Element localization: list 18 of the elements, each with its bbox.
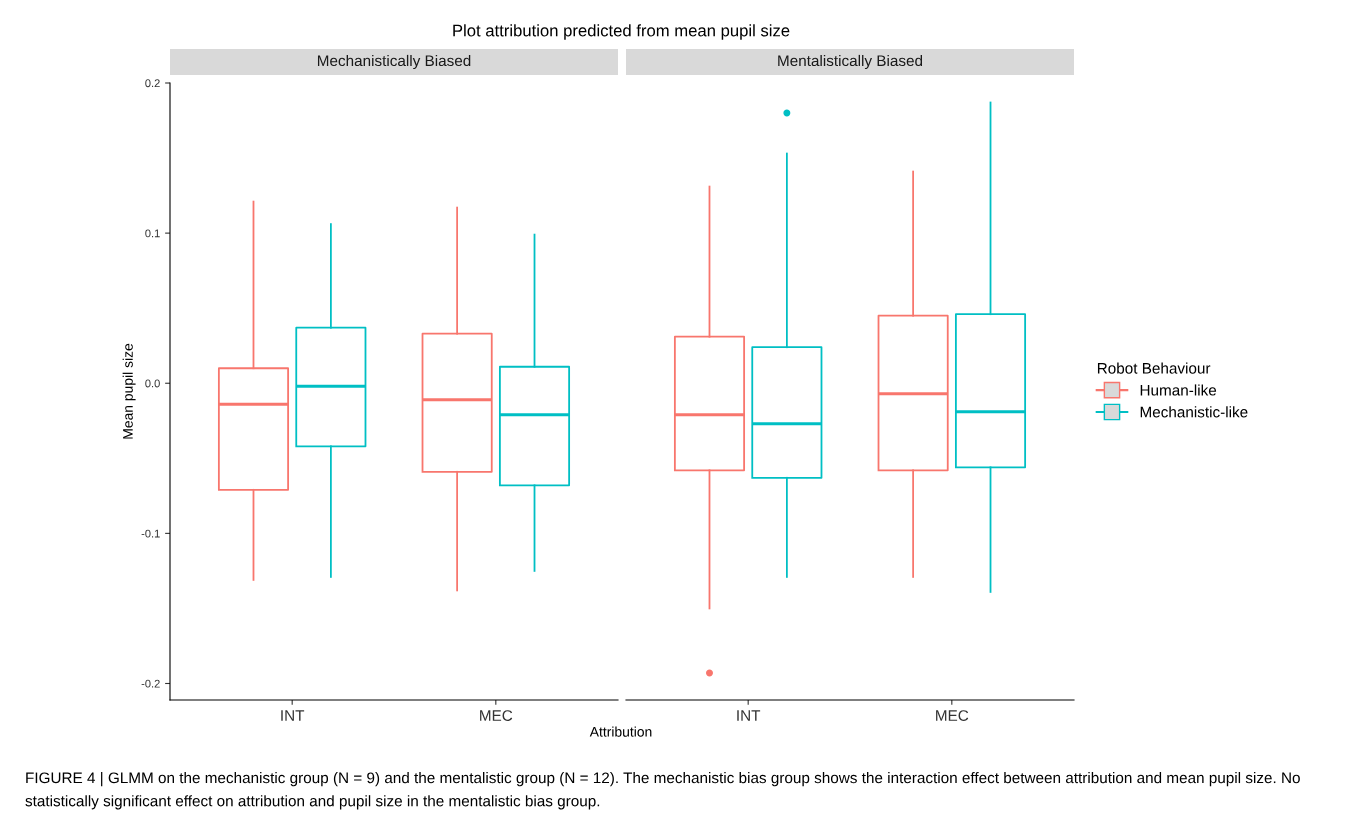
x-tick-label: INT: [281, 710, 305, 721]
y-tick-label: -0.1: [141, 529, 160, 538]
caption: FIGURE 4 | GLMM on the mechanistic group (N = 9) and the mentalistic group (N = 12). The mechanistic bias group shows the interaction effect between attribution and mean pupil size. No statistically significant effect on attribution and pupil size in the mentalistic bias group.: [25, 772, 1300, 810]
y-tick-label: 0.0: [145, 379, 160, 388]
y-tick-label: 0.1: [145, 229, 160, 238]
legend-label: Mechanistic-like: [1140, 406, 1248, 418]
x-tick-label: INT: [737, 710, 761, 721]
x-tick-label: MEC: [480, 710, 513, 721]
x-axis-title: Attribution: [589, 726, 652, 737]
chart-subtitle: Mechanistically Biased: [317, 54, 471, 70]
legend-label: Human-like: [1140, 384, 1217, 396]
chart-title: Plot attribution predicted from mean pupil size: [453, 24, 790, 40]
y-axis-title: Mean pupil size: [122, 343, 136, 439]
y-tick-label: -0.2: [141, 679, 160, 688]
chart-subtitle: Mentalistically Biased: [778, 54, 923, 70]
x-tick-label: MEC: [936, 710, 969, 721]
legend-title: Robot Behaviour: [1097, 362, 1211, 374]
y-tick-label: 0.2: [145, 79, 160, 88]
